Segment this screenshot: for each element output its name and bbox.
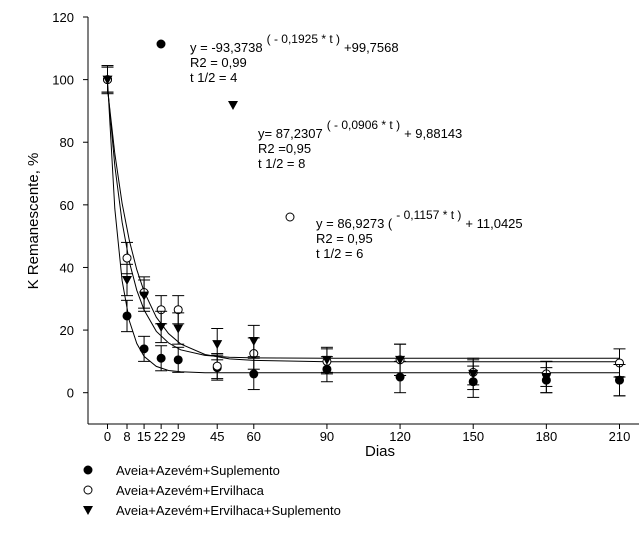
x-tick-label: 120 [389, 429, 411, 444]
x-tick-label: 210 [609, 429, 631, 444]
point [122, 275, 133, 285]
r-squared: R2 = 0,95 [316, 231, 373, 246]
point [468, 369, 479, 379]
point [249, 369, 259, 379]
point [122, 311, 132, 321]
y-tick-label: 120 [52, 10, 74, 25]
legend-label: Aveia+Azevém+Ervilhaca+Suplemento [116, 503, 341, 518]
legend-marker [83, 506, 93, 515]
equation: y = 86,9273 (- 0,1157 * t ) + 11,0425 [316, 208, 523, 231]
equation-part: ( - 0,1925 * t ) [267, 32, 340, 46]
point [248, 337, 259, 347]
point [173, 324, 184, 334]
r-squared: R2 =0,95 [258, 141, 311, 156]
x-tick-label: 150 [462, 429, 484, 444]
point [614, 376, 625, 386]
legend-label: Aveia+Azevém+Suplemento [116, 463, 280, 478]
point [212, 361, 222, 371]
point [395, 355, 406, 365]
equation-part: +99,7568 [344, 40, 399, 55]
legend-marker [83, 465, 93, 475]
annotation-marker [156, 39, 166, 49]
half-life: t 1/2 = 8 [258, 156, 305, 171]
equation-part: - 0,1157 * t ) [396, 208, 461, 222]
x-tick-label: 180 [536, 429, 558, 444]
half-life: t 1/2 = 4 [190, 70, 237, 85]
legend-label: Aveia+Azevém+Ervilhaca [116, 483, 265, 498]
point [541, 373, 552, 383]
point [212, 340, 223, 350]
x-tick-label: 45 [210, 429, 224, 444]
equation-part: y = 86,9273 ( [316, 216, 393, 231]
point [122, 253, 132, 263]
equation-part: y= 87,2307 [258, 126, 323, 141]
r-squared: R2 = 0,99 [190, 55, 247, 70]
y-tick-label: 60 [60, 198, 74, 213]
x-tick-label: 15 [137, 429, 151, 444]
point [321, 355, 332, 365]
equation: y= 87,2307 ( - 0,0906 * t ) + 9,88143 [258, 118, 462, 141]
equation: y = -93,3738 ( - 0,1925 * t ) +99,7568 [190, 32, 399, 55]
half-life: t 1/2 = 6 [316, 246, 363, 261]
annotation-marker [228, 101, 238, 110]
x-tick-label: 29 [171, 429, 185, 444]
point [139, 291, 150, 301]
equation-part: y = -93,3738 [190, 40, 263, 55]
y-axis-title: K Remanescente, % [25, 153, 42, 290]
equation-part: + 11,0425 [465, 216, 522, 231]
point [156, 353, 166, 363]
annotation-marker [285, 212, 295, 222]
y-tick-label: 40 [60, 260, 74, 275]
point [156, 322, 167, 332]
x-axis-title: Dias [365, 443, 395, 460]
x-tick-label: 60 [247, 429, 261, 444]
legend-marker [83, 485, 93, 495]
equation-part: ( - 0,0906 * t ) [327, 118, 400, 132]
y-tick-label: 20 [60, 323, 74, 338]
equation-part: + 9,88143 [404, 126, 462, 141]
y-tick-label: 100 [52, 73, 74, 88]
y-tick-label: 80 [60, 135, 74, 150]
y-tick-label: 0 [67, 386, 74, 401]
x-tick-label: 22 [154, 429, 168, 444]
x-tick-label: 90 [320, 429, 334, 444]
x-tick-label: 8 [123, 429, 130, 444]
point [139, 344, 149, 354]
point [173, 355, 183, 365]
x-tick-label: 0 [104, 429, 111, 444]
point [102, 75, 113, 85]
